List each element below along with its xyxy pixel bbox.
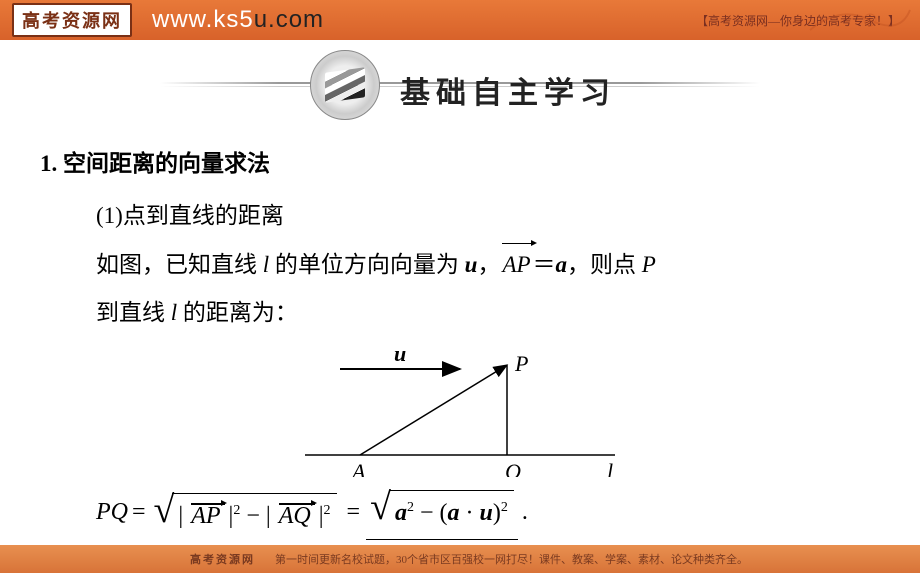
var-a: a (395, 500, 407, 526)
main-content: 基础自主学习 1. 空间距离的向量求法 (1)点到直线的距离 如图，已知直线 l… (0, 40, 920, 540)
bar: | (223, 503, 234, 529)
vec-label: AP (502, 252, 530, 277)
period: . (522, 487, 528, 537)
logo-text: 高考资源网 (22, 11, 122, 31)
bar: | (313, 503, 324, 529)
vec-label: AQ (279, 503, 311, 529)
site-logo: 高考资源网 (12, 3, 132, 37)
superscript-2: 2 (324, 503, 331, 518)
lhs-PQ: PQ (96, 487, 128, 537)
sqrt-2: √ a2 − (a · u)2 (370, 490, 514, 528)
rparen: ) (493, 500, 501, 526)
svg-text:A: A (350, 459, 366, 477)
bar: | (178, 503, 189, 529)
equals: = (132, 487, 146, 537)
decorative-swirl (800, 0, 920, 40)
section-body: 1. 空间距离的向量求法 (1)点到直线的距离 如图，已知直线 l 的单位方向向… (40, 140, 880, 540)
text: 如图，已知直线 (96, 252, 263, 277)
radicand-1: | AP |2 − | AQ |2 (172, 493, 336, 531)
paragraph-2: 到直线 l 的距离为： (40, 289, 880, 337)
site-url: www.ks5u.com (152, 6, 324, 34)
url-part-2: u.com (254, 6, 324, 33)
superscript-2: 2 (407, 500, 414, 515)
superscript-2: 2 (501, 500, 508, 515)
paragraph-1: 如图，已知直线 l 的单位方向向量为 u，AP＝a，则点 P (40, 241, 880, 289)
equals: ＝ (533, 252, 556, 277)
vector-AQ: AQ (277, 501, 313, 531)
dot: · (459, 500, 479, 526)
minus: − (414, 500, 440, 526)
var-u: u (465, 252, 478, 277)
geometry-diagram: u P A Q l (245, 347, 675, 477)
text: ， (477, 252, 500, 277)
var-u: u (479, 500, 492, 526)
svg-text:Q: Q (505, 459, 521, 477)
minus: − (240, 503, 266, 529)
svg-text:l: l (607, 459, 613, 477)
var-a: a (447, 500, 459, 526)
footer-text: 第一时间更新名校试题，30个省市区百强校一网打尽！课件、教案、学案、素材、论文种… (275, 551, 748, 567)
text: 的单位方向向量为 (269, 252, 465, 277)
text: ，则点 (567, 252, 642, 277)
bar: | (266, 503, 277, 529)
heading-1: 1. 空间距离的向量求法 (40, 140, 880, 188)
vector-AP: AP (500, 241, 532, 289)
formula: PQ = √ | AP |2 − | AQ |2 = √ a2 − (a · u… (40, 485, 880, 539)
footer-logo: 高考资源网 (190, 551, 255, 567)
var-a: a (556, 252, 568, 277)
sqrt-1: √ | AP |2 − | AQ |2 (154, 493, 337, 531)
section-banner: 基础自主学习 (40, 50, 880, 120)
svg-text:P: P (514, 351, 528, 376)
var-P: P (642, 252, 656, 277)
bottom-footer: 高考资源网 第一时间更新名校试题，30个省市区百强校一网打尽！课件、教案、学案、… (0, 545, 920, 573)
text: 到直线 (96, 300, 171, 325)
vector-AP: AP (189, 501, 222, 531)
text: 的距离为： (177, 300, 298, 325)
subheading: (1)点到直线的距离 (40, 192, 880, 240)
radical-icon: √ (370, 492, 391, 522)
books-medallion-icon (310, 50, 380, 120)
url-part-1: www.ks5 (152, 6, 254, 33)
equals: = (347, 487, 361, 537)
top-header: 高考资源网 www.ks5u.com 【高考资源网—你身边的高考专家！】 (0, 0, 920, 40)
answer-underline: √ a2 − (a · u)2 (366, 485, 518, 539)
banner-title: 基础自主学习 (400, 68, 616, 112)
radicand-2: a2 − (a · u)2 (389, 490, 514, 528)
radical-icon: √ (154, 495, 175, 525)
vec-label: AP (191, 503, 220, 529)
svg-text:u: u (394, 347, 406, 366)
